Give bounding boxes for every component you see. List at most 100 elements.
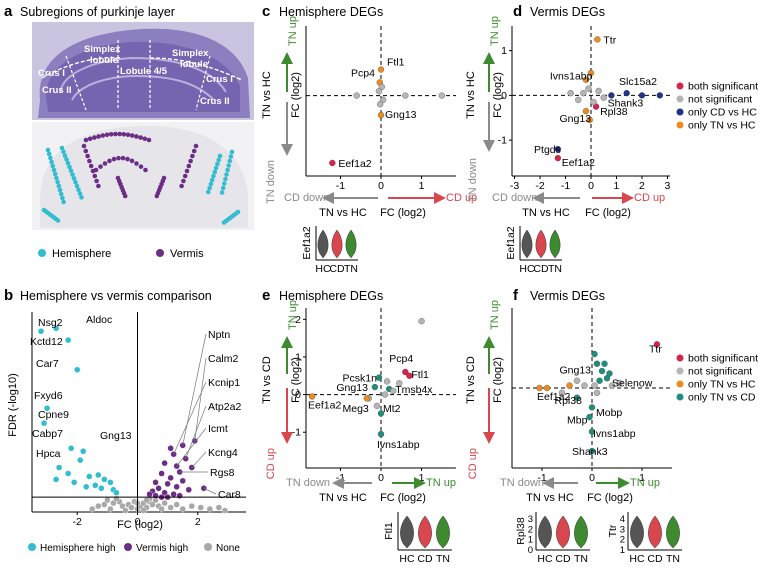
data-point [64, 336, 72, 344]
violin-group-label: CD [329, 263, 345, 275]
legend-label: not significant [688, 94, 752, 106]
data-point [83, 483, 90, 491]
spot-vermis [122, 193, 128, 199]
data-point [606, 370, 613, 377]
data-point [363, 395, 370, 402]
spot-vermis [184, 168, 190, 174]
violin-shape [436, 515, 450, 549]
label-x-fc: FC (log2) [585, 207, 631, 219]
violin-shape [535, 229, 547, 259]
violin-shape [549, 229, 561, 259]
violin-group-label: CD [533, 263, 549, 275]
legend-marker [676, 95, 684, 103]
x-tick-label: -2 [535, 180, 544, 192]
spot-hemisphere [217, 153, 223, 159]
spot-vermis [146, 137, 152, 143]
data-point [567, 90, 574, 97]
data-point [140, 507, 147, 514]
data-point [418, 318, 425, 325]
data-point [543, 384, 551, 392]
spot-vermis [111, 156, 117, 162]
data-point [396, 380, 403, 387]
data-point [554, 154, 562, 162]
spot-hemisphere [207, 185, 212, 191]
data-point [566, 382, 573, 389]
violin-group-label: CD [647, 553, 663, 565]
data-point [594, 36, 601, 43]
data-point [588, 428, 596, 435]
gene-label: Pcp4 [389, 353, 413, 365]
x-tick-label: -1 [336, 180, 345, 192]
data-point [179, 505, 186, 513]
data-point [101, 501, 108, 508]
spot-hemisphere [56, 183, 62, 189]
label-cd-up: CD up [467, 448, 479, 479]
gene-label: Car7 [36, 358, 59, 370]
data-point [536, 384, 543, 392]
gene-label: Hpca [36, 448, 61, 460]
label-y-fc: FC (log2) [492, 357, 504, 403]
data-point [582, 107, 590, 115]
violin-shape [521, 229, 533, 259]
data-point [329, 159, 336, 167]
y-tick-label: -1 [292, 427, 301, 439]
label-leader [203, 487, 217, 495]
label-cd-down: CD down [492, 192, 537, 204]
spot-hemisphere [209, 177, 215, 183]
label-cd-down: CD down [284, 192, 329, 204]
spot-hemisphere [52, 171, 58, 177]
spot-hemisphere [59, 145, 65, 151]
spot-vermis [181, 178, 186, 184]
x-tick-label: 0 [588, 180, 594, 192]
data-point [185, 486, 192, 493]
data-point [381, 391, 389, 398]
data-point [197, 504, 204, 511]
label-leader [191, 451, 207, 468]
x-tick-label: 0 [589, 472, 595, 484]
spot-vermis [100, 133, 106, 138]
violin-group-label: TN [548, 263, 562, 275]
spot-hemisphere [70, 172, 75, 177]
data-point [95, 471, 102, 479]
data-point [554, 145, 562, 153]
data-point [74, 366, 81, 373]
legend-label: Hemisphere [52, 248, 111, 260]
violin-group-label: HC [315, 263, 331, 275]
legend-marker [676, 354, 684, 362]
spot-vermis [188, 158, 193, 164]
data-point [152, 479, 159, 486]
y-tick-label: 2 [295, 314, 301, 326]
spot-hemisphere [229, 149, 235, 155]
data-point [656, 92, 663, 99]
spot-vermis [83, 148, 89, 154]
data-point [43, 405, 51, 412]
panel-letter-a: a [4, 3, 13, 20]
spot-hemisphere [73, 179, 78, 185]
x-tick-label: -1 [561, 180, 570, 192]
spot-hemisphere [48, 155, 53, 161]
spot-hemisphere [206, 189, 211, 195]
legend-marker [676, 108, 684, 116]
data-point [595, 87, 602, 95]
gene-label: Gng13 [385, 109, 417, 121]
data-point [155, 485, 162, 492]
panel-c: c Hemisphere DEGs -1 0 1 Ftl1 Pcp4 Gng13 Eef1a… [261, 3, 477, 275]
gene-label: Eef1a2 [308, 399, 341, 411]
label-tn-up: TN up [630, 477, 660, 489]
data-point [64, 470, 72, 477]
data-point [377, 410, 385, 417]
violin-gene-label: Eef1a2 [301, 226, 313, 259]
region-label: Crus I [38, 68, 65, 79]
data-point [600, 94, 607, 101]
panel-d: d Vermis DEGs -3 -2 -1 0 1 2 3 -1 0 1 Ttr Ivns1abp S… [465, 3, 758, 275]
data-point [575, 96, 582, 104]
legend-label: only TN vs CD [688, 392, 756, 404]
data-point [581, 382, 588, 389]
data-point [89, 505, 96, 513]
data-point [52, 325, 60, 332]
spot-vermis [190, 153, 195, 159]
data-point [113, 489, 120, 496]
legend-label: Hemisphere high [40, 543, 116, 554]
data-point [170, 491, 177, 498]
data-point [119, 502, 126, 510]
